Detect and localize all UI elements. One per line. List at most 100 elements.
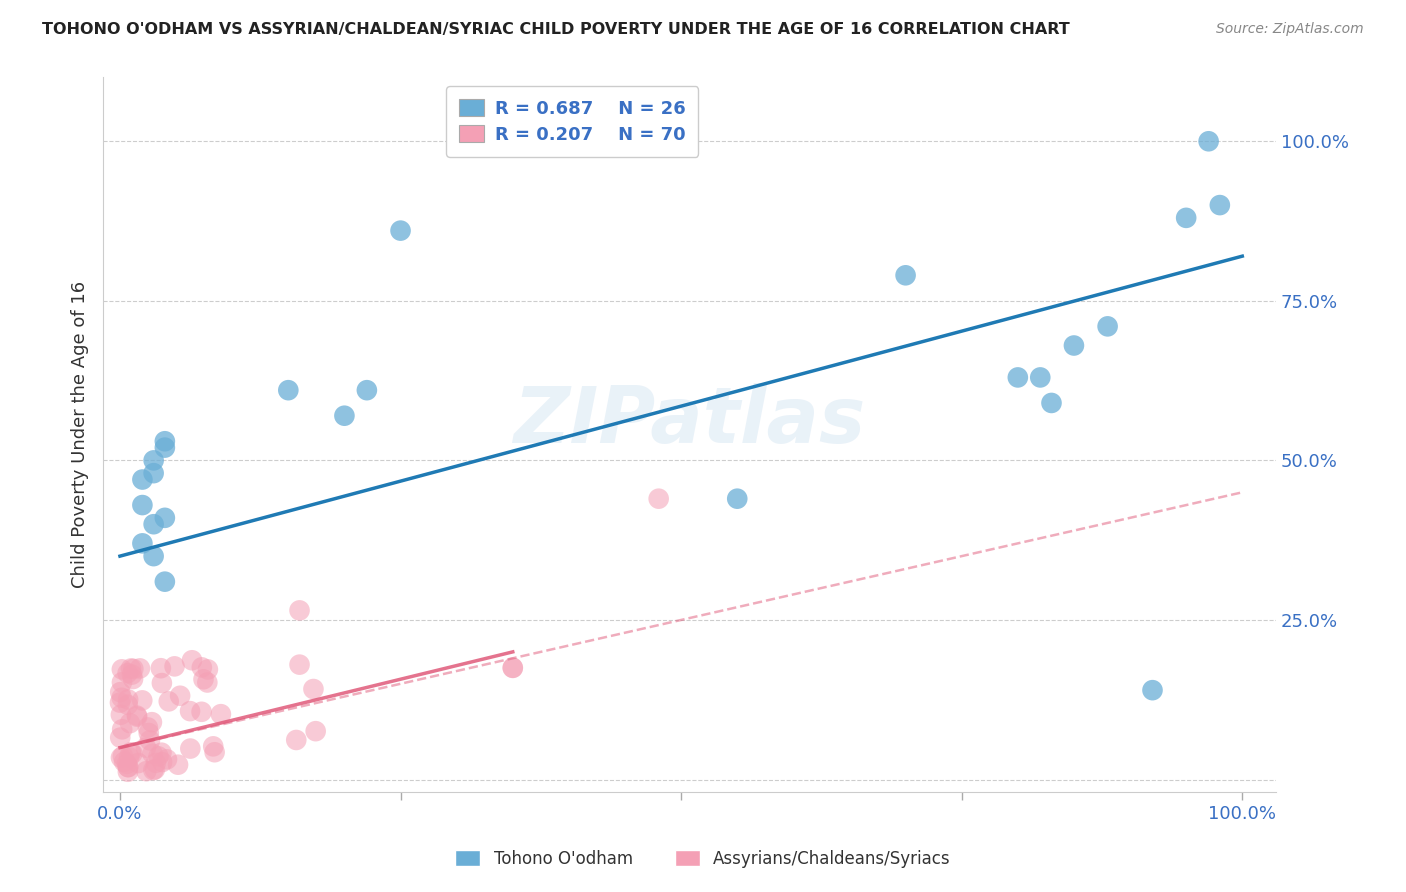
Point (127, 756, 149, 770)
Point (131, 536, 153, 550)
Text: ZIPatlas: ZIPatlas (513, 383, 866, 458)
Point (125, 708, 148, 723)
Point (112, 755, 135, 769)
Point (111, 690, 134, 705)
Point (288, 657, 311, 672)
Point (136, 721, 159, 735)
Point (131, 473, 153, 487)
Point (181, 653, 204, 667)
Point (110, 750, 132, 764)
Point (1209, 198, 1232, 212)
Point (117, 666, 139, 681)
Point (111, 749, 134, 764)
Point (117, 760, 139, 774)
Point (153, 441, 176, 455)
Point (108, 696, 131, 710)
Point (120, 745, 142, 759)
Point (110, 707, 132, 722)
Point (1198, 134, 1220, 148)
Point (179, 704, 201, 718)
Point (1007, 370, 1029, 384)
Point (122, 662, 145, 676)
Point (356, 383, 378, 397)
Point (122, 672, 145, 686)
Point (111, 723, 134, 737)
Point (1063, 338, 1085, 352)
Point (191, 660, 214, 674)
Point (209, 707, 232, 722)
Point (193, 673, 215, 687)
Point (118, 750, 141, 764)
Y-axis label: Child Poverty Under the Age of 16: Child Poverty Under the Age of 16 (72, 281, 89, 589)
Point (127, 709, 149, 723)
Point (647, 491, 669, 506)
Point (138, 726, 160, 740)
Point (894, 268, 917, 283)
Point (139, 733, 162, 747)
Point (153, 511, 176, 525)
Point (121, 667, 143, 681)
Point (150, 746, 173, 760)
Point (129, 661, 152, 675)
Point (197, 662, 219, 676)
Point (120, 661, 142, 675)
Point (204, 745, 226, 759)
Point (150, 676, 173, 690)
Point (153, 434, 176, 449)
Point (1029, 370, 1052, 384)
Point (333, 409, 356, 423)
Point (167, 757, 190, 772)
Point (145, 756, 167, 770)
Point (121, 747, 143, 761)
Point (150, 755, 173, 769)
Point (142, 549, 165, 563)
Point (305, 724, 328, 739)
Point (141, 715, 163, 730)
Point (149, 661, 172, 675)
Point (157, 694, 180, 708)
Point (135, 764, 157, 779)
Point (195, 675, 218, 690)
Text: TOHONO O'ODHAM VS ASSYRIAN/CHALDEAN/SYRIAC CHILD POVERTY UNDER THE AGE OF 16 COR: TOHONO O'ODHAM VS ASSYRIAN/CHALDEAN/SYRI… (42, 22, 1070, 37)
Point (142, 466, 165, 480)
Point (202, 739, 225, 754)
Point (142, 763, 165, 777)
Point (163, 659, 186, 673)
Point (117, 692, 139, 706)
Point (118, 716, 141, 731)
Point (142, 517, 165, 532)
Point (288, 603, 311, 617)
Text: Source: ZipAtlas.com: Source: ZipAtlas.com (1216, 22, 1364, 37)
Point (115, 756, 138, 771)
Point (190, 705, 212, 719)
Point (117, 764, 139, 779)
Point (153, 574, 176, 589)
Point (111, 662, 134, 676)
Point (110, 731, 132, 745)
Point (502, 661, 524, 675)
Point (1142, 683, 1164, 698)
Legend: R = 0.687    N = 26, R = 0.207    N = 70: R = 0.687 N = 26, R = 0.207 N = 70 (446, 87, 699, 157)
Point (302, 681, 325, 696)
Point (131, 498, 153, 512)
Point (502, 661, 524, 675)
Point (148, 749, 170, 764)
Point (156, 752, 179, 766)
Point (141, 747, 163, 761)
Point (389, 224, 412, 238)
Point (143, 763, 166, 777)
Point (169, 689, 191, 703)
Legend: Tohono O'odham, Assyrians/Chaldeans/Syriacs: Tohono O'odham, Assyrians/Chaldeans/Syri… (449, 844, 957, 875)
Point (1097, 319, 1119, 334)
Point (285, 733, 308, 747)
Point (277, 383, 299, 397)
Point (142, 453, 165, 467)
Point (117, 698, 139, 712)
Point (131, 693, 153, 707)
Point (1175, 211, 1198, 225)
Point (1040, 396, 1063, 410)
Point (117, 760, 139, 774)
Point (108, 685, 131, 699)
Point (111, 675, 134, 690)
Point (135, 740, 157, 755)
